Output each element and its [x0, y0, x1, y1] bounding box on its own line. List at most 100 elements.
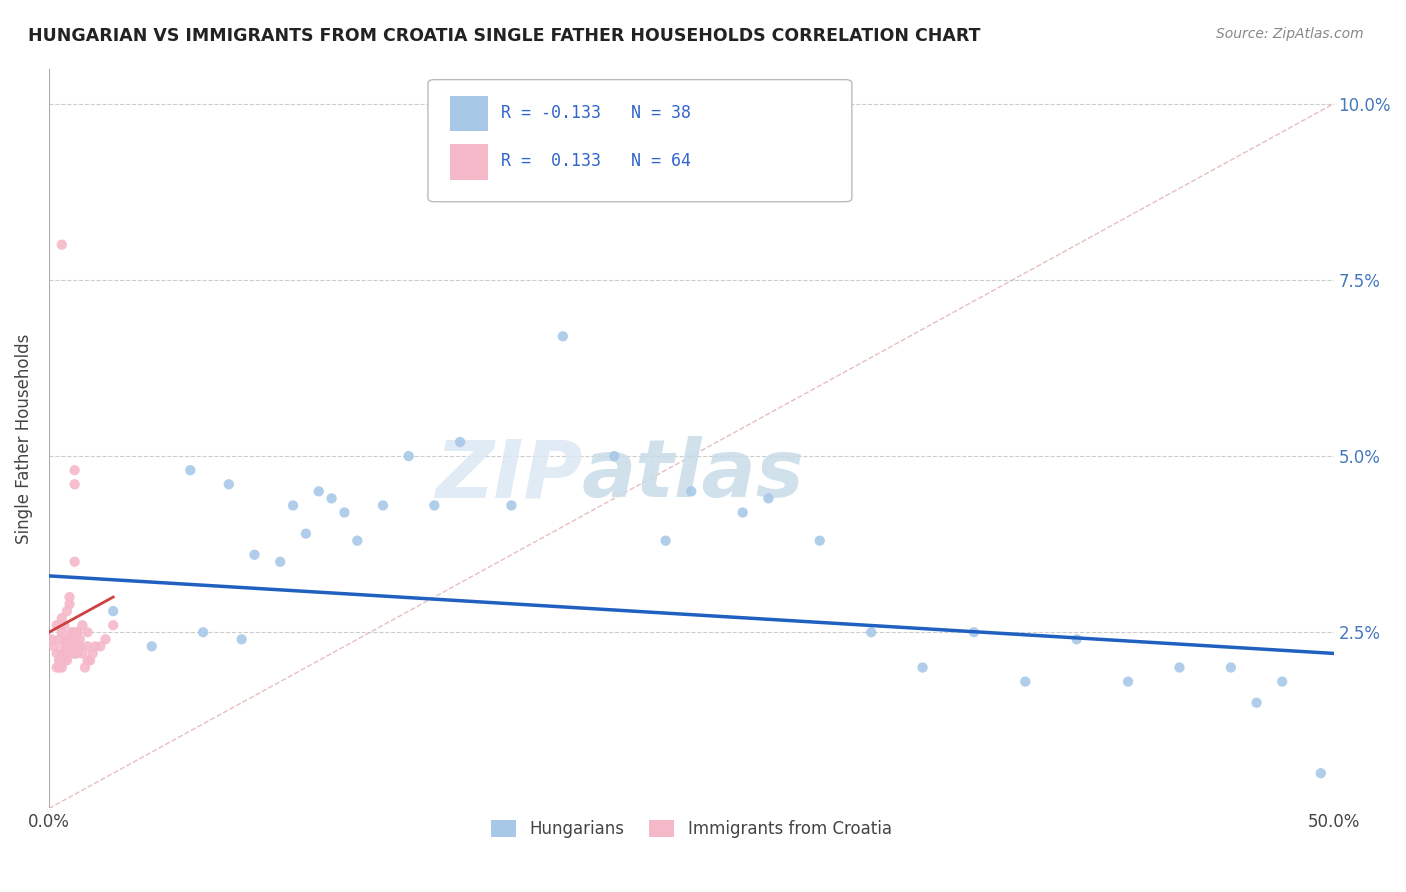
- Point: [48, 653, 70, 667]
- Point: [346, 533, 368, 548]
- Point: [60, 625, 83, 640]
- FancyBboxPatch shape: [427, 79, 852, 202]
- Point: [58, 597, 80, 611]
- Point: [501, 499, 523, 513]
- Point: [56, 647, 79, 661]
- Point: [191, 625, 214, 640]
- Point: [66, 647, 89, 661]
- Point: [51, 611, 73, 625]
- Point: [56, 632, 79, 647]
- Point: [58, 640, 80, 654]
- Point: [41, 632, 63, 647]
- Point: [51, 237, 73, 252]
- Point: [82, 647, 104, 661]
- Point: [45, 660, 67, 674]
- Point: [63, 632, 86, 647]
- Point: [60, 632, 83, 647]
- Point: [218, 477, 240, 491]
- Point: [60, 640, 83, 654]
- Point: [66, 625, 89, 640]
- Point: [94, 632, 117, 647]
- Point: [72, 647, 94, 661]
- Point: [281, 499, 304, 513]
- Point: [398, 449, 420, 463]
- Point: [63, 632, 86, 647]
- Point: [333, 506, 356, 520]
- Point: [89, 640, 111, 654]
- Point: [84, 640, 107, 654]
- Point: [58, 647, 80, 661]
- FancyBboxPatch shape: [450, 144, 488, 179]
- Point: [243, 548, 266, 562]
- Point: [51, 653, 73, 667]
- Text: HUNGARIAN VS IMMIGRANTS FROM CROATIA SINGLE FATHER HOUSEHOLDS CORRELATION CHART: HUNGARIAN VS IMMIGRANTS FROM CROATIA SIN…: [28, 27, 980, 45]
- Point: [66, 625, 89, 640]
- Point: [1219, 660, 1241, 674]
- Point: [758, 491, 780, 506]
- Point: [63, 477, 86, 491]
- FancyBboxPatch shape: [450, 96, 488, 131]
- Point: [63, 463, 86, 477]
- Point: [1014, 674, 1036, 689]
- Point: [56, 640, 79, 654]
- Point: [51, 625, 73, 640]
- Point: [69, 640, 91, 654]
- Point: [731, 506, 754, 520]
- Point: [72, 618, 94, 632]
- Point: [449, 435, 471, 450]
- Point: [911, 660, 934, 674]
- Point: [45, 647, 67, 661]
- Text: ZIP: ZIP: [434, 436, 582, 515]
- Point: [681, 484, 703, 499]
- Point: [551, 329, 574, 343]
- Point: [58, 590, 80, 604]
- Point: [179, 463, 201, 477]
- Point: [63, 647, 86, 661]
- Point: [63, 555, 86, 569]
- Point: [1271, 674, 1294, 689]
- Point: [53, 647, 76, 661]
- Point: [69, 640, 91, 654]
- Point: [42, 640, 65, 654]
- Point: [1066, 632, 1088, 647]
- Point: [1116, 674, 1139, 689]
- Point: [69, 632, 91, 647]
- Point: [321, 491, 343, 506]
- Point: [79, 653, 101, 667]
- Point: [56, 640, 79, 654]
- Point: [56, 604, 79, 618]
- Point: [73, 660, 96, 674]
- Point: [1168, 660, 1191, 674]
- Point: [48, 632, 70, 647]
- Point: [1246, 696, 1268, 710]
- Point: [63, 647, 86, 661]
- Point: [48, 660, 70, 674]
- Point: [295, 526, 318, 541]
- Point: [60, 632, 83, 647]
- Point: [58, 647, 80, 661]
- Point: [51, 647, 73, 661]
- Point: [53, 653, 76, 667]
- Point: [53, 647, 76, 661]
- Point: [103, 618, 125, 632]
- Point: [308, 484, 330, 499]
- Point: [141, 640, 163, 654]
- Point: [63, 640, 86, 654]
- Point: [51, 660, 73, 674]
- Point: [654, 533, 676, 548]
- Point: [371, 499, 394, 513]
- Point: [60, 647, 83, 661]
- Point: [808, 533, 831, 548]
- Text: Source: ZipAtlas.com: Source: ZipAtlas.com: [1216, 27, 1364, 41]
- Text: R = -0.133   N = 38: R = -0.133 N = 38: [501, 103, 692, 122]
- Point: [53, 653, 76, 667]
- Point: [103, 604, 125, 618]
- Point: [860, 625, 883, 640]
- Point: [58, 632, 80, 647]
- Point: [963, 625, 986, 640]
- Point: [1309, 766, 1331, 780]
- Y-axis label: Single Father Households: Single Father Households: [15, 334, 32, 543]
- Point: [48, 653, 70, 667]
- Point: [60, 625, 83, 640]
- Text: atlas: atlas: [582, 436, 804, 515]
